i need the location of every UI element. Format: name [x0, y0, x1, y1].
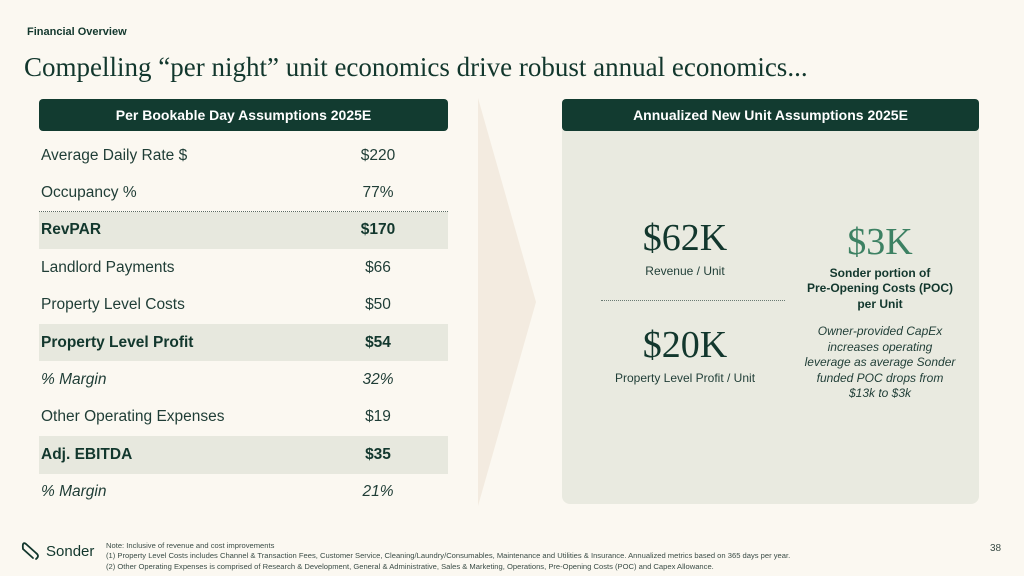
row-value: $170 — [360, 221, 396, 239]
row-value: $35 — [365, 445, 391, 463]
row-value: 32% — [362, 371, 394, 389]
footnote: (1) Property Level Costs includes Channe… — [106, 551, 791, 561]
sonder-logo-text: Sonder — [46, 542, 95, 560]
page-number: 38 — [990, 543, 1002, 554]
profit-value: $20K — [642, 324, 728, 366]
section-label: Financial Overview — [27, 26, 127, 38]
poc-value: $3K — [847, 221, 913, 263]
table-row: Landlord Payments $66 — [39, 249, 448, 286]
dotted-divider — [601, 300, 785, 301]
profit-metric: $20K Property Level Profit / Unit — [600, 324, 770, 385]
profit-label: Property Level Profit / Unit — [614, 370, 756, 385]
left-table-header: Per Bookable Day Assumptions 2025E — [39, 99, 448, 131]
row-label: Property Level Costs — [41, 296, 185, 314]
row-label: RevPAR — [41, 221, 102, 239]
row-label: % Margin — [41, 483, 107, 501]
chevron-arrow-icon — [478, 98, 536, 506]
row-value: $54 — [365, 333, 391, 351]
poc-label: Sonder portion of Pre-Opening Costs (POC… — [790, 266, 970, 313]
footnote: (2) Other Operating Expenses is comprise… — [106, 561, 714, 571]
capex-note-line: $13k to $3k — [848, 386, 912, 401]
sonder-logo-icon — [21, 542, 39, 560]
right-panel-header: Annualized New Unit Assumptions 2025E — [562, 99, 979, 131]
row-label: % Margin — [41, 371, 107, 389]
row-value: 21% — [362, 483, 394, 501]
footnote: Note: Inclusive of revenue and cost impr… — [106, 541, 275, 550]
row-label: Property Level Profit — [41, 333, 194, 351]
capex-note-line: increases operating — [827, 339, 933, 354]
footnotes: Note: Inclusive of revenue and cost impr… — [106, 541, 790, 572]
poc-label-line: per Unit — [857, 296, 903, 311]
row-value: $66 — [365, 258, 391, 276]
revenue-metric: $62K Revenue / Unit — [600, 217, 770, 278]
page-title: Compelling “per night” unit economics dr… — [24, 52, 808, 82]
right-panel — [562, 99, 979, 504]
capex-note-line: leverage as average Sonder — [804, 355, 956, 370]
table-row: Adj. EBITDA $35 — [39, 436, 448, 474]
row-label: Average Daily Rate $ — [41, 146, 188, 164]
assumptions-table: Average Daily Rate $ $220 Occupancy % 77… — [39, 137, 448, 511]
capex-note-line: Owner-provided CapEx — [817, 324, 943, 338]
row-value: $19 — [365, 408, 391, 426]
revenue-value: $62K — [642, 217, 728, 259]
poc-metric: $3K Sonder portion of Pre-Opening Costs … — [790, 221, 970, 313]
row-value: $50 — [365, 296, 391, 314]
capex-note: Owner-provided CapEx increases operating… — [792, 324, 968, 402]
row-label: Landlord Payments — [41, 258, 175, 276]
row-label: Adj. EBITDA — [41, 445, 133, 463]
row-value: 77% — [362, 183, 394, 201]
table-row: Other Operating Expenses $19 — [39, 399, 448, 436]
table-row: Property Level Costs $50 — [39, 287, 448, 324]
table-row: % Margin 21% — [39, 474, 448, 511]
revenue-label: Revenue / Unit — [645, 263, 725, 278]
sonder-logo: Sonder — [20, 541, 94, 561]
capex-note-line: funded POC drops from — [816, 370, 944, 385]
table-row: Property Level Profit $54 — [39, 323, 448, 362]
table-row: % Margin 32% — [39, 361, 448, 398]
table-row: Average Daily Rate $ $220 — [39, 137, 448, 174]
row-value: $220 — [360, 146, 396, 164]
table-row: Occupancy % 77% — [39, 174, 448, 212]
table-row: RevPAR $170 — [39, 211, 448, 250]
row-label: Other Operating Expenses — [41, 408, 225, 426]
poc-label-line: Sonder portion of — [829, 265, 931, 280]
row-label: Occupancy % — [41, 183, 137, 201]
poc-label-line: Pre-Opening Costs (POC) — [806, 281, 953, 296]
